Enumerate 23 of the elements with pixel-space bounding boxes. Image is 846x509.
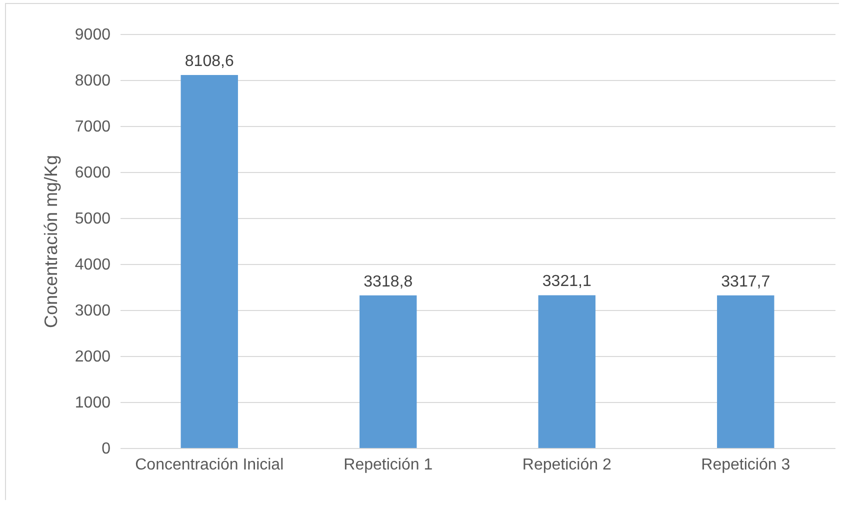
x-tick-label: Repetición 2: [522, 456, 612, 474]
data-label: 3321,1: [542, 273, 592, 290]
bar: [360, 295, 417, 448]
data-label: 8108,6: [184, 53, 234, 70]
y-axis-title: Concentración mg/Kg: [40, 154, 61, 328]
bar: [180, 75, 238, 448]
y-tick-label: 0: [102, 440, 111, 458]
y-tick-label: 4000: [74, 256, 111, 274]
data-label: 3317,7: [721, 273, 770, 290]
y-tick-label: 6000: [74, 164, 111, 182]
y-tick-label: 5000: [74, 210, 111, 228]
y-tick-label: 8000: [74, 72, 111, 90]
y-tick-label: 2000: [74, 348, 111, 366]
bar: [717, 295, 774, 448]
data-label: 3318,8: [364, 273, 413, 290]
y-tick-label: 3000: [74, 302, 111, 320]
x-tick-label: Repetición 3: [701, 456, 790, 474]
x-tick-label: Concentración Inicial: [135, 456, 284, 474]
y-tick-label: 9000: [74, 26, 111, 44]
y-tick-label: 1000: [74, 394, 111, 412]
y-tick-label: 7000: [74, 118, 111, 136]
x-tick-label: Repetición 1: [344, 456, 433, 474]
bar: [538, 295, 596, 448]
